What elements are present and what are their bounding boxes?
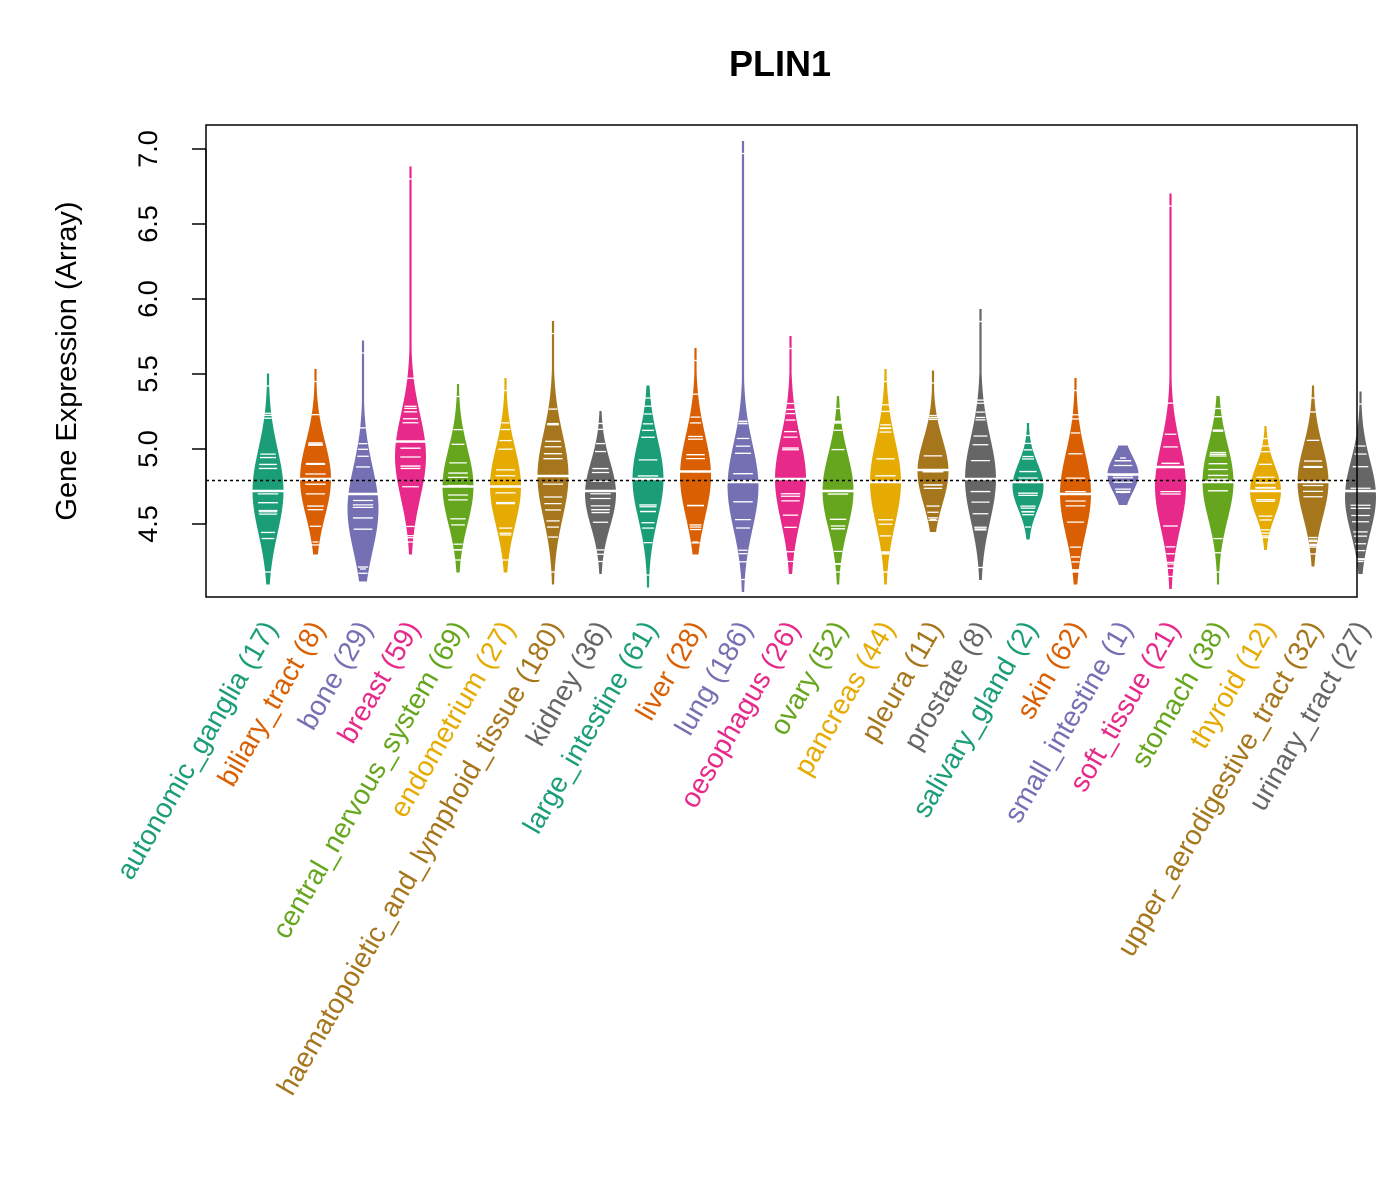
bean (1295, 385, 1331, 567)
bean-density (679, 348, 712, 555)
bean (440, 384, 476, 573)
y-axis-label: Gene Expression (Array) (51, 201, 83, 520)
bean (772, 336, 809, 574)
bean (1200, 396, 1236, 585)
bean-density (727, 141, 759, 592)
bean-density (1344, 391, 1377, 574)
bean (677, 348, 714, 555)
bean (1057, 378, 1094, 585)
bean-density (1155, 193, 1186, 589)
bean (1342, 391, 1379, 574)
chart-title: PLIN1 (729, 43, 831, 84)
bean-density (917, 370, 949, 532)
bean (392, 166, 429, 555)
bean-density (585, 411, 616, 574)
y-axis: 4.5 5.0 5.5 6.0 6.5 7.0 (133, 130, 207, 543)
bean-density (632, 385, 664, 588)
bean (1105, 445, 1141, 505)
bean (630, 385, 666, 588)
bean (1247, 426, 1284, 550)
bean-density (774, 336, 807, 574)
bean (962, 309, 999, 580)
bean (820, 396, 856, 585)
bean-density (870, 369, 901, 585)
bean (345, 340, 381, 582)
bean (535, 321, 571, 585)
bean-density (252, 373, 284, 585)
y-tick-label: 6.5 (133, 205, 163, 243)
bean-density (1059, 378, 1092, 585)
bean-density (442, 384, 474, 573)
bean (725, 141, 761, 592)
y-tick-label: 5.5 (133, 355, 163, 393)
x-axis-labels: autonomic_ganglia (17)biliary_tract (8)b… (110, 616, 1376, 1101)
bean-density (537, 321, 569, 585)
bean (487, 378, 524, 573)
bean-density (347, 340, 379, 582)
bean-density (300, 369, 331, 555)
bean-density (394, 166, 427, 555)
y-tick-label: 4.5 (133, 505, 163, 543)
y-tick-label: 5.0 (133, 430, 163, 468)
beans-layer (250, 141, 1379, 592)
bean (250, 373, 286, 585)
bean (297, 369, 334, 555)
bean (915, 370, 951, 532)
bean (582, 411, 619, 574)
plot-area (205, 124, 1358, 598)
bean (1152, 193, 1189, 589)
bean-density (1297, 385, 1329, 567)
bean (867, 369, 904, 585)
y-tick-label: 6.0 (133, 280, 163, 318)
y-tick-label: 7.0 (133, 130, 163, 168)
